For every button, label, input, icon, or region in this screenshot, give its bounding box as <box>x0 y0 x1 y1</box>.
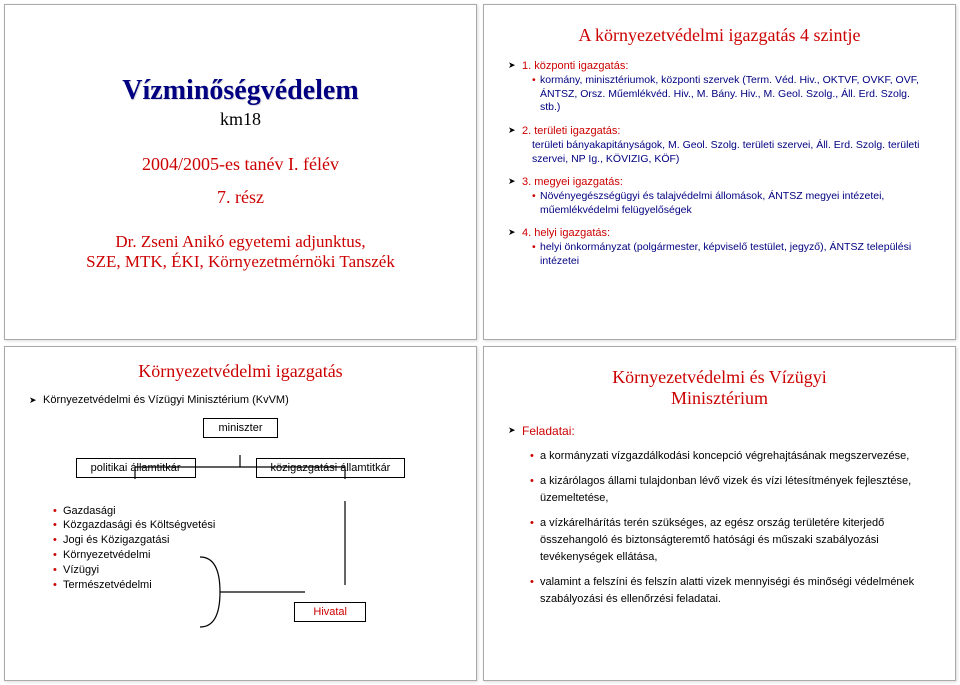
course-code: km18 <box>220 109 261 130</box>
level-4: 4. helyi igazgatás: helyi önkormányzat (… <box>508 227 931 268</box>
tasks-list: a kormányzati vízgazdálkodási koncepció … <box>508 448 931 608</box>
slide-tasks: Környezetvédelmi és Vízügyi Minisztérium… <box>483 346 956 682</box>
org-diagram: miniszter politikai államtitkár közigazg… <box>29 416 452 478</box>
level-2-head: 2. területi igazgatás: <box>522 125 620 137</box>
dept-item: Közgazdasági és Költségvetési <box>53 518 452 533</box>
task-item: a kizárólagos állami tulajdonban lévő vi… <box>530 473 931 507</box>
task-item: a vízkárelhárítás terén szükséges, az eg… <box>530 515 931 566</box>
task-item: valamint a felszíni és felszín alatti vi… <box>530 574 931 608</box>
org-title: Környezetvédelmi igazgatás <box>29 361 452 382</box>
slide-levels: A környezetvédelmi igazgatás 4 szintje 1… <box>483 4 956 340</box>
slide-org: Környezetvédelmi igazgatás Környezetvéde… <box>4 346 477 682</box>
dept-item: Gazdasági <box>53 504 452 519</box>
dept-item: Környezetvédelmi <box>53 548 452 563</box>
level-1-head: 1. központi igazgatás: <box>522 60 628 72</box>
level-4-item: helyi önkormányzat (polgármester, képvis… <box>532 241 931 268</box>
admin-secretary-box: közigazgatási államtitkár <box>256 458 406 478</box>
author-line-2: SZE, MTK, ÉKI, Környezetmérnöki Tanszék <box>86 252 395 272</box>
level-4-head: 4. helyi igazgatás: <box>522 227 610 239</box>
slide-title: Vízminőségvédelem km18 2004/2005-es tané… <box>4 4 477 340</box>
author-line-1: Dr. Zseni Anikó egyetemi adjunktus, <box>115 232 365 252</box>
dept-item: Természetvédelmi <box>53 578 452 593</box>
task-item: a kormányzati vízgazdálkodási koncepció … <box>530 448 931 465</box>
departments-list: Gazdasági Közgazdasági és Költségvetési … <box>29 504 452 593</box>
semester-line: 2004/2005-es tanév I. félév <box>142 154 339 175</box>
tasks-heading: Feladatai: <box>508 424 931 438</box>
level-3-head: 3. megyei igazgatás: <box>522 176 623 188</box>
dept-item: Jogi és Közigazgatási <box>53 533 452 548</box>
dept-item: Vízügyi <box>53 563 452 578</box>
level-1: 1. központi igazgatás: kormány, miniszté… <box>508 60 931 115</box>
political-secretary-box: politikai államtitkár <box>76 458 196 478</box>
level-3: 3. megyei igazgatás: Növényegészségügyi … <box>508 176 931 217</box>
minister-box: miniszter <box>203 418 277 438</box>
ministry-title: Környezetvédelmi és Vízügyi Minisztérium <box>508 367 931 410</box>
ministry-title-l1: Környezetvédelmi és Vízügyi <box>612 367 827 387</box>
level-3-item: Növényegészségügyi és talajvédelmi állom… <box>532 190 931 217</box>
levels-title: A környezetvédelmi igazgatás 4 szintje <box>508 25 931 46</box>
level-2-text: területi bányakapitányságok, M. Geol. Sz… <box>522 139 931 166</box>
ministry-title-l2: Minisztérium <box>671 388 768 408</box>
course-title: Vízminőségvédelem <box>122 75 358 107</box>
level-1-item: kormány, minisztériumok, központi szerve… <box>532 74 931 115</box>
hivatal-box: Hivatal <box>294 602 366 622</box>
org-ministry: Környezetvédelmi és Vízügyi Minisztérium… <box>29 394 452 406</box>
part-line: 7. rész <box>217 187 264 208</box>
level-2: 2. területi igazgatás: területi bányakap… <box>508 125 931 166</box>
